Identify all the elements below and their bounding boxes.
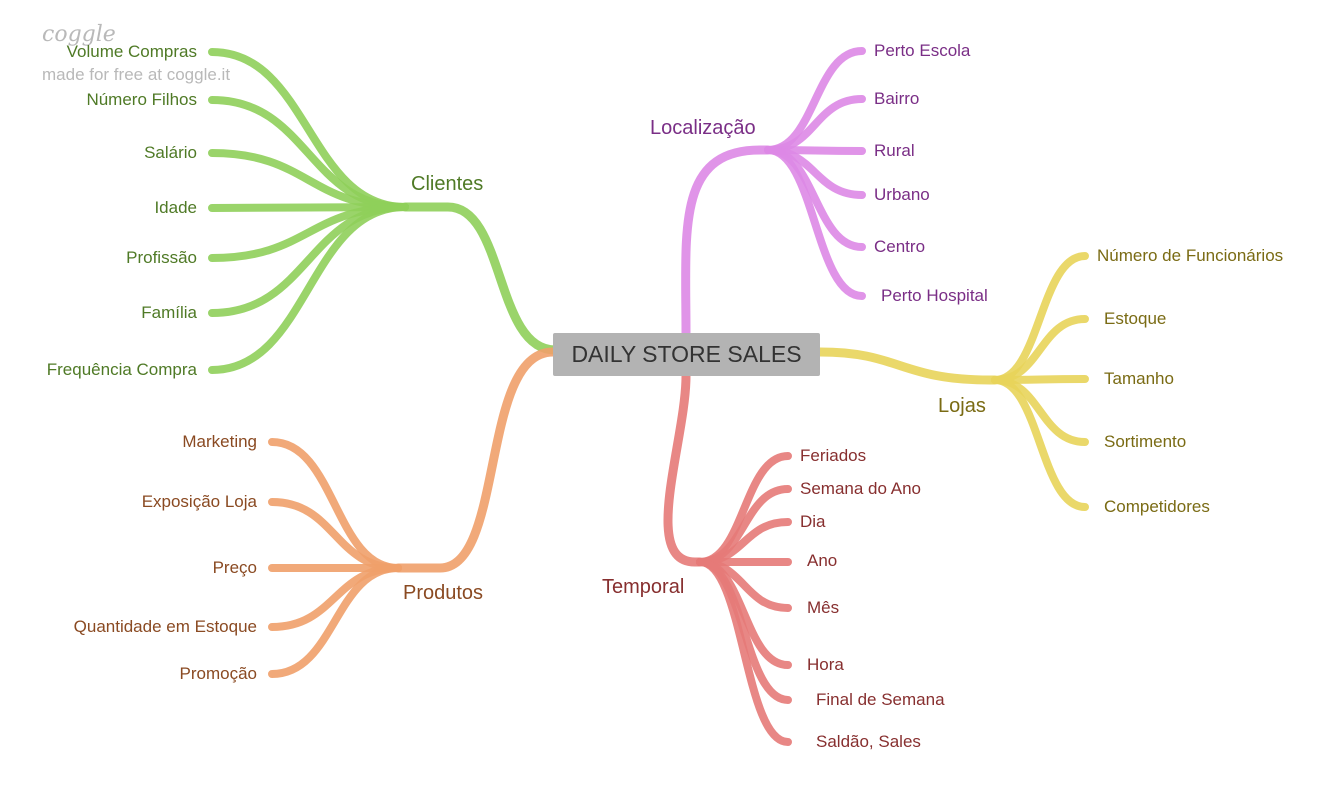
leaf-lojas[interactable]: Número de Funcionários xyxy=(1097,246,1284,265)
branch-clientes[interactable]: Clientes xyxy=(411,173,484,195)
leaf-produtos[interactable]: Preço xyxy=(212,558,257,577)
leaf-clientes[interactable]: Frequência Compra xyxy=(46,360,197,379)
leaf-produtos[interactable]: Promoção xyxy=(179,664,257,683)
connector-clientes xyxy=(400,202,560,355)
leaf-temporal[interactable]: Saldão, Sales xyxy=(816,732,921,751)
leaf-localizacao[interactable]: Rural xyxy=(874,141,915,160)
connector-produtos xyxy=(393,347,558,573)
leaf-clientes[interactable]: Salário xyxy=(144,143,197,162)
leaf-lojas[interactable]: Estoque xyxy=(1104,309,1167,328)
leaf-lojas[interactable]: Tamanho xyxy=(1104,369,1174,388)
central-topic-label: DAILY STORE SALES xyxy=(571,341,802,367)
leaf-lojas[interactable]: Competidores xyxy=(1104,497,1210,516)
connector-lojas-leaf xyxy=(991,376,1089,511)
connector-localizacao xyxy=(681,145,773,338)
leaf-produtos[interactable]: Exposição Loja xyxy=(141,492,257,511)
leaf-temporal[interactable]: Final de Semana xyxy=(816,690,945,709)
leaf-clientes[interactable]: Idade xyxy=(154,198,197,217)
connector-temporal-leaf xyxy=(696,558,792,746)
leaf-localizacao[interactable]: Centro xyxy=(874,237,926,256)
leaf-temporal[interactable]: Hora xyxy=(807,655,844,674)
connector-clientes-leaf xyxy=(208,203,409,374)
leaf-temporal[interactable]: Dia xyxy=(800,512,826,531)
connector-localizacao-leaf xyxy=(764,146,866,300)
leaf-localizacao[interactable]: Bairro xyxy=(874,89,920,108)
leaf-produtos[interactable]: Marketing xyxy=(182,432,257,451)
leaf-temporal[interactable]: Feriados xyxy=(800,446,867,465)
leaf-lojas[interactable]: Sortimento xyxy=(1104,432,1187,451)
leaf-clientes[interactable]: Número Filhos xyxy=(86,90,197,109)
leaf-clientes[interactable]: Profissão xyxy=(126,248,197,267)
branch-temporal[interactable]: Temporal xyxy=(602,576,685,598)
leaf-localizacao[interactable]: Urbano xyxy=(874,185,930,204)
leaf-clientes[interactable]: Volume Compras xyxy=(66,42,197,61)
leaf-localizacao[interactable]: Perto Hospital xyxy=(881,286,988,305)
leaf-produtos[interactable]: Quantidade em Estoque xyxy=(73,617,257,636)
leaf-localizacao[interactable]: Perto Escola xyxy=(874,41,971,60)
branch-lojas[interactable]: Lojas xyxy=(938,395,986,417)
leaf-temporal[interactable]: Ano xyxy=(807,551,838,570)
branch-localizacao[interactable]: Localização xyxy=(650,117,756,139)
central-topic[interactable]: DAILY STORE SALES xyxy=(553,333,820,376)
coggle-watermark-text: made for free at coggle.it xyxy=(42,65,231,84)
connector-produtos-leaf xyxy=(268,564,402,678)
branch-produtos[interactable]: Produtos xyxy=(403,582,484,604)
connector-temporal xyxy=(663,371,705,567)
connector-lojas xyxy=(815,347,1000,385)
coggle-logo: coggle xyxy=(42,22,116,47)
leaf-temporal[interactable]: Mês xyxy=(807,598,840,617)
leaf-clientes[interactable]: Família xyxy=(141,303,197,322)
leaf-temporal[interactable]: Semana do Ano xyxy=(800,479,921,498)
